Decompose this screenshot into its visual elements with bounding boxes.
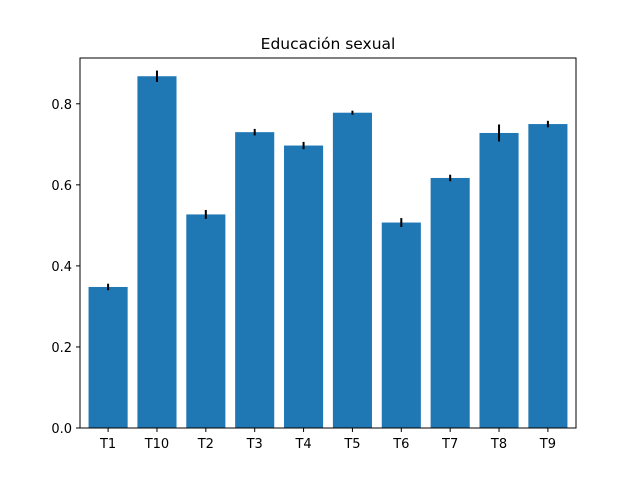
x-tick-label: T10 xyxy=(144,437,169,452)
bar-t6 xyxy=(381,222,421,428)
bar-t10 xyxy=(137,76,177,429)
x-tick-label: T8 xyxy=(490,437,507,452)
y-axis: 0.0 0.2 0.4 0.6 0.8 xyxy=(51,98,80,437)
y-tick-label: 0.2 xyxy=(51,341,72,356)
plot-frame xyxy=(79,57,577,429)
x-tick-label: T2 xyxy=(197,437,214,452)
y-tick-label: 0.8 xyxy=(51,98,72,113)
y-tick-label: 0.4 xyxy=(51,260,72,275)
bar-t2 xyxy=(186,214,226,428)
x-tick-label: T1 xyxy=(99,437,116,452)
bars-group xyxy=(88,76,568,429)
bar-t8 xyxy=(479,132,519,429)
bar-t5 xyxy=(332,112,372,428)
bar-t1 xyxy=(88,286,128,428)
y-tick-label: 0.0 xyxy=(51,422,72,437)
x-tick-label: T3 xyxy=(246,437,263,452)
x-tick-label: T9 xyxy=(539,437,556,452)
bar-t9 xyxy=(528,124,568,429)
x-tick-label: T4 xyxy=(294,437,311,452)
bar-t3 xyxy=(235,132,275,428)
error-bars-group xyxy=(107,70,549,291)
x-tick-label: T7 xyxy=(441,437,458,452)
x-tick-label: T6 xyxy=(392,437,409,452)
x-tick-label: T5 xyxy=(343,437,360,452)
bar-t4 xyxy=(284,145,324,429)
bar-t7 xyxy=(430,177,470,428)
y-tick-label: 0.6 xyxy=(51,179,72,194)
chart-title: Educación sexual xyxy=(261,35,396,53)
x-axis: T1 T10 T2 T3 T4 T5 T6 T7 T8 T9 xyxy=(99,428,556,452)
